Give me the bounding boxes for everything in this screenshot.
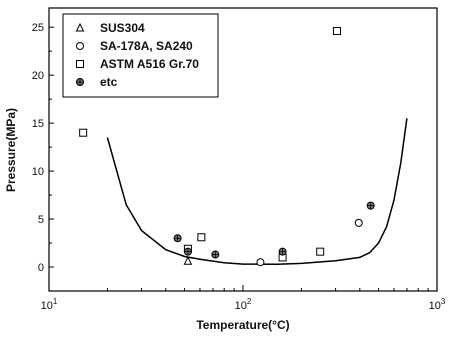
x-tick-label: 101: [41, 297, 58, 312]
x-axis-title: Temperature(°C): [196, 318, 289, 332]
legend-marker-triangle: [75, 22, 85, 32]
legend-marker-asterisk: [76, 78, 84, 86]
y-tick-label: 10: [32, 166, 44, 178]
data-point-triangle: [183, 256, 193, 265]
data-point-square: [79, 128, 88, 137]
data-point-asterisk: [366, 201, 375, 210]
legend-marker-circle: [76, 42, 84, 50]
data-point-square: [316, 247, 325, 256]
x-tick-label: 102: [235, 297, 252, 312]
y-tick-label: 20: [32, 70, 44, 82]
data-point-asterisk: [183, 247, 192, 256]
y-tick-label: 0: [38, 262, 44, 274]
legend-label: SUS304: [100, 21, 145, 35]
y-tick-label: 25: [32, 22, 44, 34]
legend-label: SA-178A, SA240: [100, 39, 193, 53]
data-point-asterisk: [278, 247, 287, 256]
y-tick-label: 15: [32, 118, 44, 130]
threshold-curve: [106, 118, 408, 266]
points-layer: [79, 27, 375, 267]
curve-layer: [106, 118, 408, 266]
axis-ticks: 0 5 10 15 20 25 101 102 103: [32, 22, 446, 312]
data-point-circle: [256, 258, 265, 267]
data-point-asterisk: [173, 234, 182, 243]
data-point-square: [197, 233, 206, 242]
legend-box: [62, 13, 219, 98]
legend-label: ASTM A516 Gr.70: [100, 57, 199, 71]
legend: SUS304 SA-178A, SA240 ASTM A516 Gr.70 etc: [62, 13, 219, 98]
y-tick-label: 5: [38, 214, 44, 226]
legend-marker-square: [76, 60, 84, 68]
legend-label: etc: [100, 75, 118, 89]
data-point-circle: [354, 218, 363, 227]
data-point-square: [332, 27, 341, 36]
x-tick-label: 103: [429, 297, 446, 312]
data-point-asterisk: [211, 250, 220, 259]
y-axis-title: Pressure(MPa): [4, 108, 18, 192]
